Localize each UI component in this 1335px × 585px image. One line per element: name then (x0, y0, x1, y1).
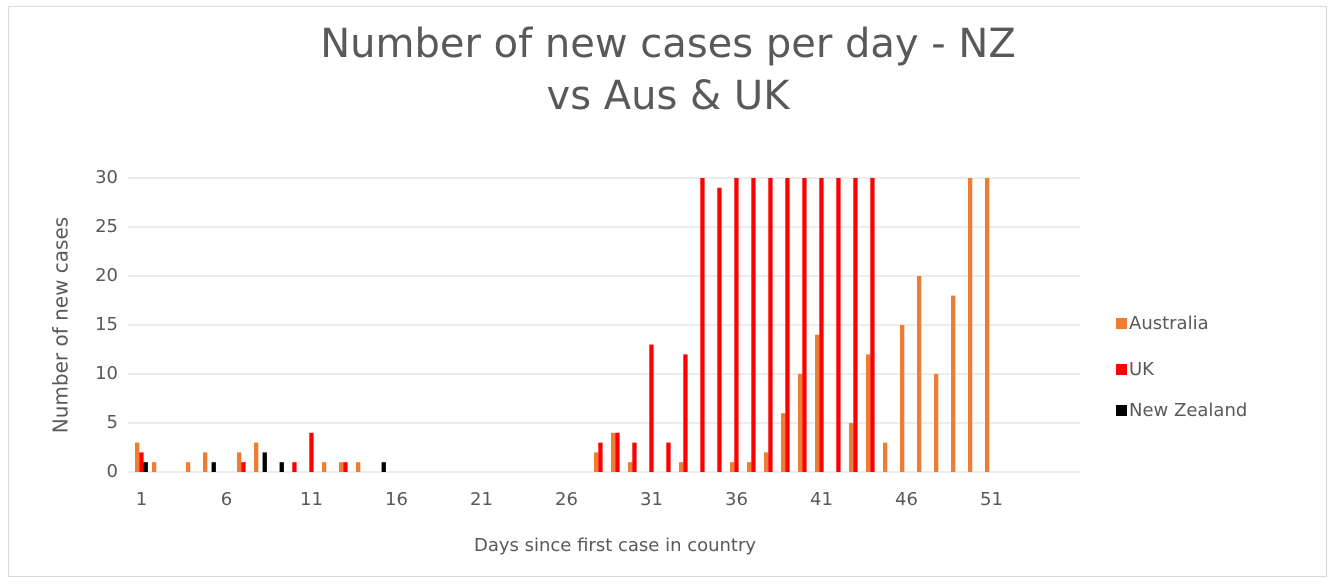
bar (292, 462, 297, 472)
y-tick-label: 10 (95, 363, 118, 384)
bar (615, 432, 620, 472)
bar (683, 354, 688, 472)
chart-title: Number of new cases per day - NZ vs Aus … (320, 21, 1016, 119)
bar (594, 452, 599, 472)
bar (679, 462, 684, 472)
bar (356, 462, 361, 472)
bar (934, 374, 939, 472)
x-tick-label: 6 (221, 489, 232, 510)
x-tick-label: 36 (725, 489, 748, 510)
bar (764, 452, 769, 472)
bar (339, 462, 344, 472)
legend-swatch (1116, 405, 1127, 416)
y-tick-label: 5 (107, 412, 118, 433)
bar (262, 452, 267, 472)
bar (866, 354, 871, 472)
x-tick-label: 31 (640, 489, 663, 510)
bar (343, 462, 348, 472)
bar (211, 462, 216, 472)
y-axis-title: Number of new cases (49, 217, 73, 433)
bar (628, 462, 633, 472)
x-tick-label: 16 (385, 489, 408, 510)
bar (241, 462, 246, 472)
bar (203, 452, 208, 472)
bar (152, 462, 157, 472)
x-tick-label: 46 (895, 489, 918, 510)
y-tick-label: 15 (95, 314, 118, 335)
bar (143, 462, 148, 472)
bar (917, 276, 922, 472)
bar (836, 178, 841, 472)
bar (186, 462, 191, 472)
bar (279, 462, 284, 472)
y-tick-label: 30 (95, 167, 118, 188)
bar (598, 442, 603, 472)
bar (951, 295, 956, 472)
legend-label: Australia (1129, 313, 1209, 334)
bar (254, 442, 259, 472)
bar (870, 178, 875, 472)
bar (135, 442, 140, 472)
bar (768, 178, 773, 472)
x-tick-label: 51 (980, 489, 1003, 510)
bar (747, 462, 752, 472)
bar (849, 423, 854, 472)
legend-label: New Zealand (1129, 400, 1247, 421)
bar (815, 334, 820, 472)
bar (785, 178, 790, 472)
x-axis-title: Days since first case in country (474, 535, 756, 556)
bar (968, 178, 973, 472)
bar (237, 452, 242, 472)
bar (751, 178, 756, 472)
legend-swatch (1116, 364, 1127, 375)
x-tick-label: 26 (555, 489, 578, 510)
chart-border (8, 6, 1327, 577)
bar (666, 442, 671, 472)
x-tick-label: 11 (300, 489, 323, 510)
bar (381, 462, 386, 472)
x-tick-label: 1 (136, 489, 147, 510)
bar (611, 432, 616, 472)
legend-swatch (1116, 318, 1127, 329)
bar (819, 178, 824, 472)
bar (700, 178, 705, 472)
bar (802, 178, 807, 472)
x-tick-label: 21 (470, 489, 493, 510)
legend-label: UK (1129, 359, 1155, 380)
bar (730, 462, 735, 472)
bar (734, 178, 739, 472)
bar (309, 432, 314, 472)
bar (798, 374, 803, 472)
bar (853, 178, 858, 472)
bar (717, 187, 722, 473)
y-tick-label: 0 (107, 461, 118, 482)
bar (632, 442, 637, 472)
bar (781, 413, 786, 472)
y-tick-label: 25 (95, 216, 118, 237)
bar (322, 462, 327, 472)
bar (649, 344, 654, 472)
y-tick-label: 20 (95, 265, 118, 286)
bar (139, 452, 144, 472)
x-tick-label: 41 (810, 489, 833, 510)
bar (985, 178, 990, 472)
bar (883, 442, 888, 472)
bar (900, 325, 905, 472)
